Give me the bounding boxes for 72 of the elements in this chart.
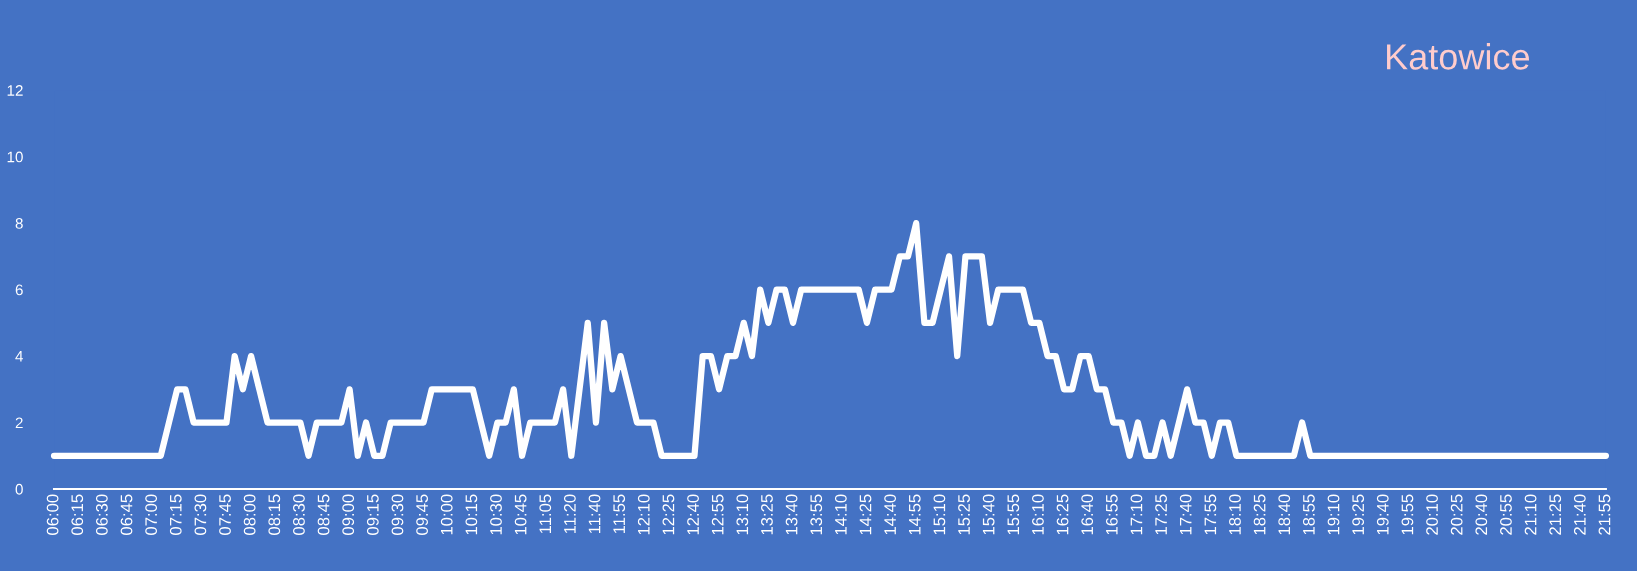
y-tick-label: 6 xyxy=(15,284,23,296)
x-tick-label: 13:55 xyxy=(810,494,823,535)
x-tick-label: 19:40 xyxy=(1376,494,1389,535)
x-tick-label: 06:45 xyxy=(120,494,133,535)
x-tick-label: 17:40 xyxy=(1179,494,1192,535)
x-tick-label: 15:25 xyxy=(958,494,970,535)
x-tick-label: 08:00 xyxy=(243,494,256,535)
x-tick-label: 06:00 xyxy=(46,494,59,535)
x-tick-label: 08:15 xyxy=(268,494,281,535)
x-tick-label: 16:10 xyxy=(1032,494,1044,535)
x-tick-label: 11:40 xyxy=(588,494,601,534)
x-tick-label: 17:25 xyxy=(1155,494,1167,535)
x-tick-label: 14:10 xyxy=(834,494,847,535)
x-tick-label: 18:55 xyxy=(1302,494,1315,535)
x-tick-label: 20:40 xyxy=(1475,494,1488,535)
x-tick-label: 13:10 xyxy=(736,494,749,535)
y-tick-label: 4 xyxy=(15,351,24,362)
x-tick-label: 14:40 xyxy=(884,494,897,535)
y-tick-label: 2 xyxy=(15,417,23,429)
y-tick-label: 12 xyxy=(7,85,23,96)
x-tick-label: 21:55 xyxy=(1598,494,1611,535)
x-tick-label: 18:40 xyxy=(1278,494,1291,535)
x-tick-label: 12:40 xyxy=(687,494,699,535)
chart-subtitle: Katowice xyxy=(1387,43,1529,70)
x-tick-label: 11:05 xyxy=(539,494,552,534)
x-tick-label: 19:10 xyxy=(1327,494,1340,535)
x-tick-label: 17:10 xyxy=(1130,494,1143,535)
x-tick-label: 06:30 xyxy=(95,494,108,535)
x-tick-label: 09:45 xyxy=(416,494,428,535)
x-tick-label: 09:00 xyxy=(342,494,355,535)
x-tick-label: 15:55 xyxy=(1007,494,1020,535)
x-tick-label: 07:15 xyxy=(169,494,182,535)
x-tick-label: 10:15 xyxy=(465,494,478,535)
x-tick-label: 20:55 xyxy=(1500,494,1512,535)
y-tick-label: 8 xyxy=(15,218,23,229)
y-tick-label: 10 xyxy=(7,151,23,163)
x-tick-label: 15:40 xyxy=(982,494,995,535)
x-tick-label: 20:25 xyxy=(1450,494,1463,535)
x-tick-label: 09:30 xyxy=(391,494,404,535)
x-tick-label: 10:45 xyxy=(514,494,527,535)
x-tick-label: 08:30 xyxy=(293,494,305,535)
x-tick-label: 17:55 xyxy=(1204,494,1217,535)
x-tick-label: 13:25 xyxy=(761,494,773,535)
x-tick-label: 21:40 xyxy=(1573,494,1586,535)
x-tick-label: 16:25 xyxy=(1056,494,1069,535)
x-tick-label: 20:10 xyxy=(1426,494,1438,535)
x-tick-label: 06:15 xyxy=(71,494,84,535)
x-tick-label: 15:10 xyxy=(933,494,946,535)
x-tick-label: 19:25 xyxy=(1352,494,1365,535)
x-tick-label: 13:40 xyxy=(785,494,798,535)
x-tick-label: 21:10 xyxy=(1524,494,1537,535)
x-tick-label: 10:30 xyxy=(490,494,502,535)
x-tick-label: 14:25 xyxy=(859,494,872,535)
x-tick-label: 16:55 xyxy=(1105,494,1118,535)
x-tick-label: 21:25 xyxy=(1549,494,1562,535)
x-tick-label: 07:45 xyxy=(219,494,231,535)
x-tick-label: 11:55 xyxy=(613,494,626,534)
x-tick-label: 11:20 xyxy=(563,494,576,534)
x-tick-label: 10:00 xyxy=(440,494,453,535)
x-tick-label: 14:55 xyxy=(909,494,921,535)
x-tick-label: 12:25 xyxy=(662,494,675,535)
x-tick-label: 16:40 xyxy=(1081,494,1094,535)
x-tick-label: 08:45 xyxy=(317,494,330,535)
x-tick-label: 07:30 xyxy=(194,494,207,535)
x-tick-label: 18:10 xyxy=(1229,494,1241,535)
x-tick-label: 09:15 xyxy=(366,494,379,535)
x-tick-label: 12:10 xyxy=(637,494,650,535)
x-tick-label: 12:55 xyxy=(711,494,724,535)
x-tick-label: 19:55 xyxy=(1401,494,1414,535)
x-tick-label: 18:25 xyxy=(1253,494,1266,535)
y-tick-label: 0 xyxy=(15,483,23,495)
x-tick-label: 07:00 xyxy=(145,494,158,535)
